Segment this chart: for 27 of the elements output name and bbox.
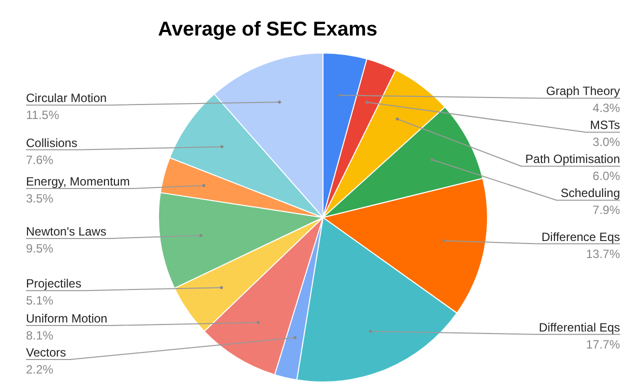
data-label: 3.0% bbox=[592, 135, 620, 150]
slice-label: Path Optimisation bbox=[525, 152, 620, 166]
slice-label: Newton's Laws bbox=[26, 224, 106, 238]
data-label: 2.2% bbox=[26, 362, 54, 377]
data-label: 17.7% bbox=[586, 337, 620, 352]
slice-label: Energy, Momentum bbox=[26, 174, 130, 189]
slice-label: MSTs bbox=[590, 118, 620, 132]
slice-label: Scheduling bbox=[560, 186, 620, 200]
slice-label: Circular Motion bbox=[26, 91, 107, 106]
data-label: 11.5% bbox=[26, 108, 60, 122]
slice-label: Projectiles bbox=[26, 276, 82, 291]
slice-label: Differential Eqs bbox=[538, 320, 620, 334]
data-label: 5.1% bbox=[26, 294, 54, 308]
slice-label: Vectors bbox=[26, 346, 66, 360]
data-label: 8.1% bbox=[26, 328, 54, 343]
slice-label: Uniform Motion bbox=[26, 312, 108, 326]
data-label: 7.9% bbox=[592, 203, 620, 218]
slice-label: Collisions bbox=[26, 136, 78, 150]
slice-label: Graph Theory bbox=[546, 84, 620, 98]
data-label: 6.0% bbox=[592, 169, 620, 184]
data-label: 4.3% bbox=[592, 101, 620, 116]
data-label: 3.5% bbox=[26, 192, 54, 206]
chart-title: Average of SEC Exams bbox=[158, 18, 378, 41]
data-label: 7.6% bbox=[26, 152, 54, 167]
data-label: 13.7% bbox=[586, 246, 620, 261]
data-label: 9.5% bbox=[26, 241, 54, 256]
slice-label: Difference Eqs bbox=[542, 230, 620, 244]
